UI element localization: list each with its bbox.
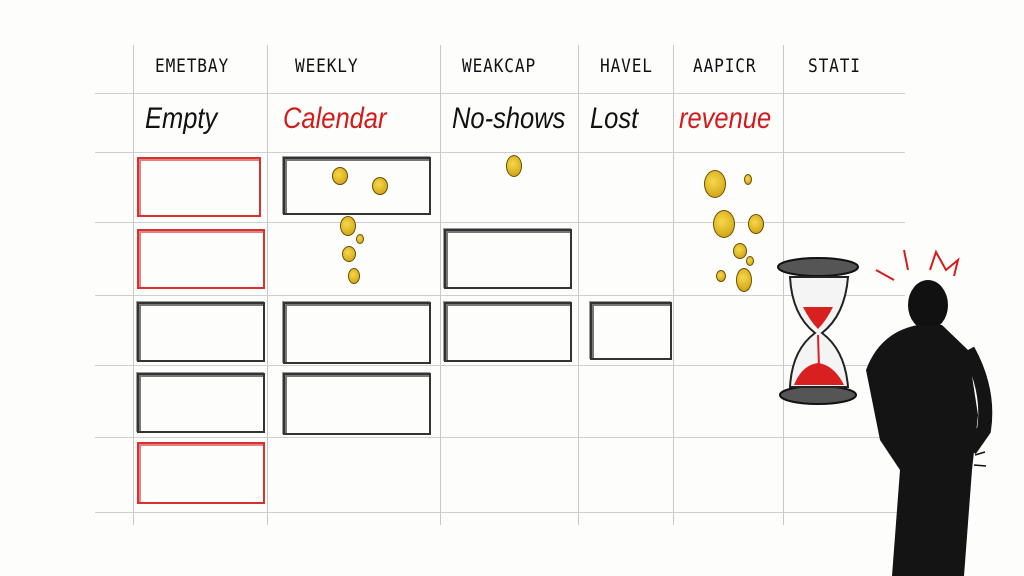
coin-icon bbox=[342, 246, 356, 262]
grid-line bbox=[440, 45, 441, 525]
grid-line bbox=[267, 45, 268, 525]
column-header: HAVEL bbox=[600, 55, 653, 77]
coin-icon bbox=[713, 210, 735, 238]
grid-line bbox=[95, 93, 905, 94]
slot bbox=[137, 302, 265, 362]
column-header: STATI bbox=[808, 55, 861, 77]
grid-line bbox=[95, 365, 905, 366]
grid-line bbox=[673, 45, 674, 525]
grid-line bbox=[783, 45, 784, 525]
empty-slot bbox=[137, 442, 265, 504]
label-calendar: Calendar bbox=[283, 102, 387, 135]
empty-slot bbox=[137, 157, 261, 217]
coin-icon bbox=[332, 167, 348, 185]
coin-icon bbox=[372, 177, 388, 195]
coin-icon bbox=[736, 268, 752, 292]
column-header: AAPICR bbox=[693, 55, 757, 77]
slot bbox=[444, 302, 572, 362]
coin-icon bbox=[340, 216, 356, 236]
slot bbox=[444, 229, 572, 289]
slot bbox=[137, 373, 265, 433]
label-no-shows: No-shows bbox=[452, 102, 566, 135]
column-header: WEAKCAP bbox=[462, 55, 537, 77]
label-lost: Lost bbox=[590, 102, 639, 135]
stressed-person-figure bbox=[866, 249, 993, 576]
coin-icon bbox=[748, 214, 764, 234]
coin-icon bbox=[744, 174, 752, 185]
slot bbox=[283, 157, 431, 215]
grid-line bbox=[95, 437, 905, 438]
grid-line bbox=[95, 222, 905, 223]
coin-icon bbox=[356, 234, 364, 244]
coin-icon bbox=[704, 170, 726, 198]
empty-slot bbox=[137, 229, 265, 289]
column-header: WEEKLY bbox=[295, 55, 359, 77]
slot bbox=[283, 302, 431, 364]
slot bbox=[283, 373, 431, 435]
hourglass-icon bbox=[777, 257, 859, 405]
column-header: EMETBAY bbox=[155, 55, 230, 77]
grid-line bbox=[95, 152, 905, 153]
grid-line bbox=[95, 512, 905, 513]
label-empty: Empty bbox=[145, 102, 218, 135]
grid-line bbox=[95, 295, 905, 296]
grid-line bbox=[133, 45, 134, 525]
coin-icon bbox=[733, 243, 747, 259]
coin-icon bbox=[506, 155, 522, 177]
coin-icon bbox=[348, 268, 360, 284]
coin-icon bbox=[716, 270, 726, 282]
label-revenue: revenue bbox=[679, 102, 772, 135]
coin-icon bbox=[746, 256, 754, 266]
grid-line bbox=[578, 45, 579, 525]
slot bbox=[590, 302, 672, 360]
